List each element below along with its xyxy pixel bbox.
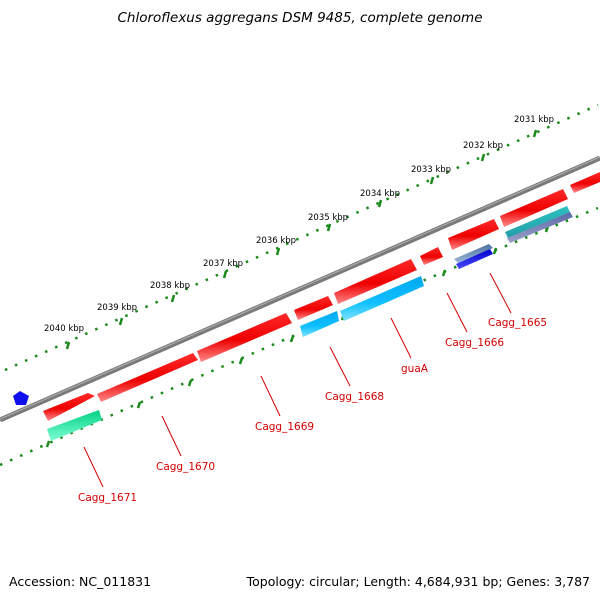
- gene-label-cagg-1670: Cagg_1670: [156, 461, 215, 473]
- reverse-strand-genes: [47, 206, 573, 441]
- accession-text: Accession: NC_011831: [9, 574, 152, 589]
- gene-arrow-guaa: [340, 276, 424, 321]
- gene-label-cagg-1666: Cagg_1666: [445, 337, 504, 349]
- forward-strand-genes: [43, 172, 600, 421]
- gene-arrow-cagg-1665-b: [507, 212, 573, 243]
- blue-feature-marker: [13, 391, 29, 405]
- tick-label-2033: 2033 kbp: [411, 165, 451, 175]
- gene-arrow-cagg-1670: [97, 353, 198, 402]
- gene-label-cagg-1671: Cagg_1671: [78, 492, 137, 504]
- outer-tick-2035: [326, 223, 332, 232]
- tick-label-2039: 2039 kbp: [97, 303, 137, 313]
- tick-label-2037: 2037 kbp: [203, 259, 243, 269]
- genome-backbone: [0, 155, 600, 423]
- ruler-outer-major-ticks: [65, 129, 538, 350]
- gene-arrow-right-2: [570, 172, 600, 193]
- tick-label-2034: 2034 kbp: [360, 189, 400, 199]
- outer-tick-2034: [377, 199, 383, 208]
- gene-arrow-cagg-1668: [300, 311, 339, 337]
- gene-arrow-cagg-1671-fwd: [43, 393, 95, 421]
- genome-backbone-highlight: [0, 156, 600, 420]
- tick-label-2031: 2031 kbp: [514, 115, 554, 125]
- gene-arrow-right-1: [500, 189, 568, 227]
- outer-tick-2036: [275, 247, 281, 256]
- outer-tick-2040: [65, 341, 71, 350]
- tick-label-2032: 2032 kbp: [463, 141, 503, 151]
- gene-arrow-cagg-1669: [197, 313, 292, 362]
- ruler-inner-major-ticks: [45, 225, 550, 448]
- tick-label-2040: 2040 kbp: [44, 324, 84, 334]
- tick-label-2038: 2038 kbp: [150, 281, 190, 291]
- gene-arrow-cagg-1666-fwd: [420, 247, 443, 265]
- outer-tick-2033: [429, 176, 435, 185]
- gene-label-cagg-1668: Cagg_1668: [325, 391, 384, 403]
- ruler-labels: 2031 kbp 2032 kbp 2033 kbp 2034 kbp 2035…: [44, 115, 554, 334]
- tick-label-2036: 2036 kbp: [256, 236, 296, 246]
- gene-arrow-cagg-1671: [47, 410, 102, 441]
- gene-arrow-cagg-1665-fwd: [448, 219, 499, 250]
- gene-arrow-cagg-1666: [454, 244, 493, 263]
- outer-tick-2032: [480, 153, 486, 162]
- gene-label-cagg-1665: Cagg_1665: [488, 317, 547, 329]
- gene-arrow-cagg-1668-fwd: [294, 296, 333, 320]
- gene-labels: Cagg_1665 Cagg_1666 guaA Cagg_1668 Cagg_…: [78, 317, 547, 504]
- gene-arrow-cagg-1665: [505, 206, 570, 238]
- tick-label-2035: 2035 kbp: [308, 213, 348, 223]
- outer-tick-2039: [118, 317, 124, 326]
- outer-tick-2038: [170, 294, 176, 303]
- page-title: Chloroflexus aggregans DSM 9485, complet…: [117, 10, 483, 26]
- gene-arrow-guaa-fwd: [334, 259, 417, 304]
- gene-label-guaa: guaA: [401, 363, 429, 375]
- gene-label-cagg-1669: Cagg_1669: [255, 421, 314, 433]
- outer-tick-2037: [222, 270, 228, 279]
- genome-summary-text: Topology: circular; Length: 4,684,931 bp…: [246, 574, 590, 589]
- outer-tick-2031: [532, 129, 538, 138]
- gene-label-leaders: [83, 272, 512, 488]
- gene-arrow-cagg-1666-b: [456, 249, 493, 269]
